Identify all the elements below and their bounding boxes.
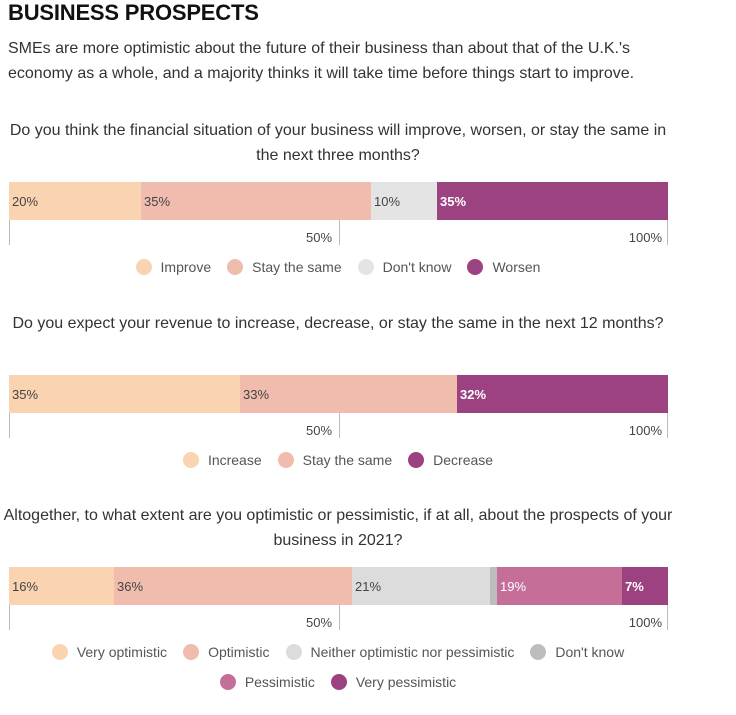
chart-question: Altogether, to what extent are you optim… (3, 507, 673, 549)
legend-item-worsen: Worsen (467, 259, 540, 275)
bar-segment-optimistic: 36% (114, 567, 352, 605)
legend-row: Very optimistic Optimistic Neither optimis… (0, 637, 676, 667)
axis-tick (667, 220, 668, 245)
bar-segment-neither-optimistic-nor-pessimistic: 21% (352, 567, 490, 605)
bar-segment-label: 7% (625, 578, 644, 594)
axis-label-50: 50% (306, 615, 333, 630)
stacked-bar: 20% 35% 10% 35% (9, 182, 668, 220)
bar-segment-stay-the-same: 35% (141, 182, 371, 220)
bar-segment-label: 36% (117, 578, 144, 594)
legend-item-very-optimistic: Very optimistic (51, 644, 168, 660)
legend-label: Don't know (555, 644, 625, 660)
bar-segment-don-t-know (490, 567, 497, 605)
stacked-bar: 35% 33% 32% (9, 375, 668, 413)
page-subtitle: SMEs are more optimistic about the futur… (8, 40, 635, 82)
legend-item-increase: Increase (182, 452, 262, 468)
chart-legend: Very optimistic Optimistic Neither optimis… (0, 637, 676, 697)
legend-label: Increase (207, 452, 262, 468)
legend-label: Stay the same (302, 452, 393, 468)
axis-tick (339, 605, 340, 630)
legend-label: Neither optimistic nor pessimistic (310, 644, 515, 660)
legend-item-very-pessimistic: Very pessimistic (330, 674, 457, 690)
chart-question: Do you think the financial situation of … (9, 122, 667, 164)
legend-swatch (183, 644, 200, 660)
legend-swatch (135, 259, 152, 275)
legend-row: Improve Stay the same Don't know Worsen (0, 252, 676, 282)
legend-label: Very pessimistic (355, 674, 457, 690)
bar-segment-very-pessimistic: 7% (622, 567, 668, 605)
chart-legend: Increase Stay the same Decrease (0, 445, 676, 475)
legend-label: Pessimistic (244, 674, 315, 690)
legend-item-don-t-know: Don't know (357, 259, 452, 275)
legend-swatch (51, 644, 68, 660)
axis-label-100: 100% (628, 230, 662, 245)
axis-tick (667, 413, 668, 438)
bar-axis: 50% 100% (9, 413, 668, 439)
bar-segment-decrease: 32% (457, 375, 668, 413)
axis-label-100: 100% (628, 615, 662, 630)
bar-segment-label: 10% (374, 193, 401, 209)
legend-item-decrease: Decrease (408, 452, 493, 468)
legend-label: Decrease (433, 452, 494, 468)
bar-segment-label: 21% (355, 578, 382, 594)
legend-item-don-t-know: Don't know (530, 644, 624, 660)
bar-segment-label: 35% (144, 193, 171, 209)
bar-segment-label: 35% (440, 193, 467, 209)
axis-tick (9, 605, 10, 630)
legend-label: Don't know (382, 259, 452, 275)
legend-swatch (330, 674, 347, 690)
bar-segment-improve: 20% (9, 182, 141, 220)
bar-segment-don-t-know: 10% (371, 182, 437, 220)
bar-segment-label: 33% (243, 386, 270, 402)
legend-swatch (408, 452, 425, 468)
bar-segment-label: 16% (12, 578, 39, 594)
legend-row: Increase Stay the same Decrease (0, 445, 676, 475)
bar-axis: 50% 100% (9, 220, 668, 246)
bar-axis: 50% 100% (9, 605, 668, 631)
legend-item-stay-the-same: Stay the same (277, 452, 393, 468)
axis-label-100: 100% (628, 423, 662, 438)
legend-swatch (285, 644, 302, 660)
axis-tick (339, 413, 340, 438)
legend-label: Very optimistic (76, 644, 168, 660)
legend-label: Optimistic (208, 644, 270, 660)
bar-segment-pessimistic: 19% (497, 567, 622, 605)
bar-segment-label: 19% (500, 578, 527, 594)
legend-swatch (357, 259, 374, 275)
bar-segment-label: 20% (12, 193, 39, 209)
legend-label: Improve (160, 259, 212, 275)
axis-label-50: 50% (306, 423, 333, 438)
page-title: BUSINESS PROSPECTS (8, 0, 259, 25)
chart-legend: Improve Stay the same Don't know Worsen (0, 252, 676, 282)
axis-tick (9, 413, 10, 438)
legend-item-improve: Improve (135, 259, 212, 275)
legend-swatch (530, 644, 547, 660)
chart-question: Do you expect your revenue to increase, … (12, 315, 664, 332)
axis-label-50: 50% (306, 230, 333, 245)
legend-swatch (227, 259, 244, 275)
legend-label: Worsen (492, 259, 541, 275)
legend-item-optimistic: Optimistic (183, 644, 270, 660)
legend-row: Pessimistic Very pessimistic (0, 667, 676, 697)
bar-segment-stay-the-same: 33% (240, 375, 457, 413)
axis-tick (9, 220, 10, 245)
legend-item-neither-optimistic-nor-pessimistic: Neither optimistic nor pessimistic (285, 644, 515, 660)
axis-tick (667, 605, 668, 630)
bar-segment-very-optimistic: 16% (9, 567, 114, 605)
legend-swatch (277, 452, 294, 468)
bar-segment-increase: 35% (9, 375, 240, 413)
legend-item-pessimistic: Pessimistic (219, 674, 315, 690)
axis-tick (339, 220, 340, 245)
bar-segment-label: 35% (12, 386, 39, 402)
legend-swatch (219, 674, 236, 690)
bar-segment-worsen: 35% (437, 182, 668, 220)
bar-segment-label: 32% (460, 386, 487, 402)
legend-swatch (467, 259, 484, 275)
legend-swatch (182, 452, 199, 468)
legend-item-stay-the-same: Stay the same (227, 259, 342, 275)
stacked-bar: 16% 36% 21% 19% 7% (9, 567, 668, 605)
legend-label: Stay the same (252, 259, 342, 275)
